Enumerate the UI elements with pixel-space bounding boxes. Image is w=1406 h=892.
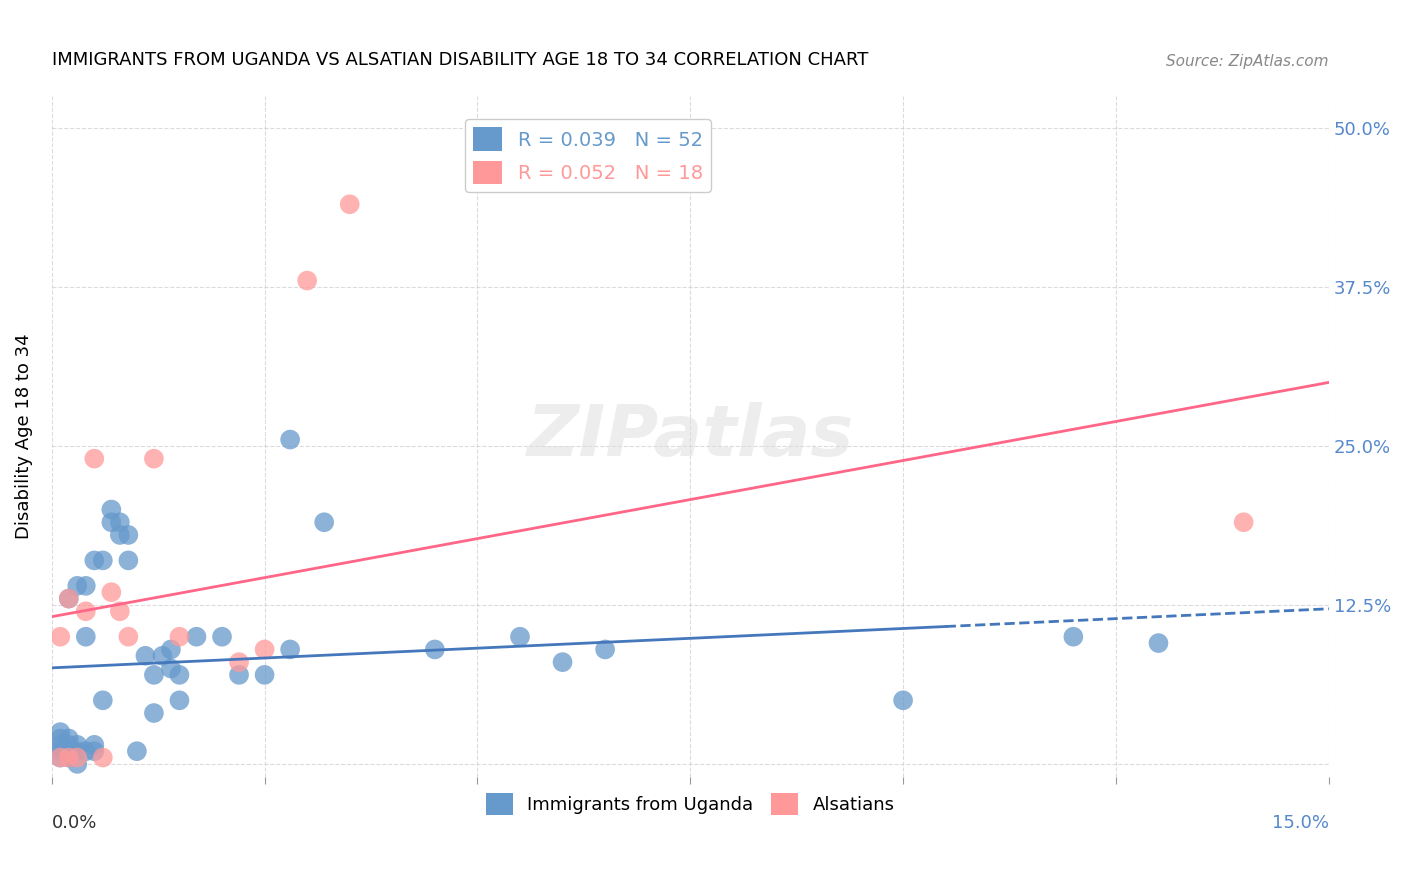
Point [228, 668, 250, 682]
Point [83, 744, 105, 758]
Point [66, 744, 89, 758]
Point [49, 750, 72, 764]
Point [278, 433, 301, 447]
Point [75, 744, 97, 758]
Point [91, 750, 114, 764]
Point [211, 630, 233, 644]
Point [66, 579, 89, 593]
Legend: Immigrants from Uganda, Alsatians: Immigrants from Uganda, Alsatians [478, 786, 903, 822]
Point [314, 515, 336, 529]
Point [53, 744, 76, 758]
Point [49, 744, 72, 758]
Point [100, 585, 122, 599]
Point [509, 630, 531, 644]
Point [1233, 515, 1256, 529]
Point [49, 750, 72, 764]
Point [91, 553, 114, 567]
Point [66, 750, 89, 764]
Point [125, 744, 148, 758]
Point [75, 630, 97, 644]
Point [117, 553, 139, 567]
Point [1147, 636, 1170, 650]
Point [49, 630, 72, 644]
Point [169, 630, 191, 644]
Point [278, 642, 301, 657]
Point [160, 661, 183, 675]
Point [62, 744, 84, 758]
Point [58, 750, 80, 764]
Point [58, 591, 80, 606]
Point [142, 706, 165, 720]
Point [891, 693, 914, 707]
Point [58, 731, 80, 746]
Point [83, 451, 105, 466]
Point [108, 604, 131, 618]
Point [142, 668, 165, 682]
Point [83, 553, 105, 567]
Point [66, 756, 89, 771]
Point [108, 528, 131, 542]
Point [1062, 630, 1084, 644]
Point [593, 642, 616, 657]
Text: 0.0%: 0.0% [52, 814, 97, 832]
Point [58, 750, 80, 764]
Point [83, 738, 105, 752]
Point [160, 642, 183, 657]
Point [253, 642, 276, 657]
Point [169, 668, 191, 682]
Point [58, 591, 80, 606]
Point [75, 604, 97, 618]
Point [75, 579, 97, 593]
Point [91, 693, 114, 707]
Point [49, 725, 72, 739]
Point [49, 738, 72, 752]
Point [186, 630, 208, 644]
Text: IMMIGRANTS FROM UGANDA VS ALSATIAN DISABILITY AGE 18 TO 34 CORRELATION CHART: IMMIGRANTS FROM UGANDA VS ALSATIAN DISAB… [52, 51, 868, 69]
Point [142, 451, 165, 466]
Point [117, 630, 139, 644]
Point [58, 738, 80, 752]
Point [228, 655, 250, 669]
Point [100, 502, 122, 516]
Text: ZIPatlas: ZIPatlas [527, 402, 853, 471]
Y-axis label: Disability Age 18 to 34: Disability Age 18 to 34 [15, 334, 32, 539]
Point [117, 528, 139, 542]
Text: 15.0%: 15.0% [1272, 814, 1329, 832]
Point [551, 655, 574, 669]
Point [295, 274, 318, 288]
Point [339, 197, 361, 211]
Point [134, 648, 156, 663]
Point [423, 642, 446, 657]
Text: Source: ZipAtlas.com: Source: ZipAtlas.com [1166, 54, 1329, 69]
Point [49, 731, 72, 746]
Point [152, 648, 174, 663]
Point [169, 693, 191, 707]
Point [100, 515, 122, 529]
Point [66, 738, 89, 752]
Point [253, 668, 276, 682]
Point [108, 515, 131, 529]
